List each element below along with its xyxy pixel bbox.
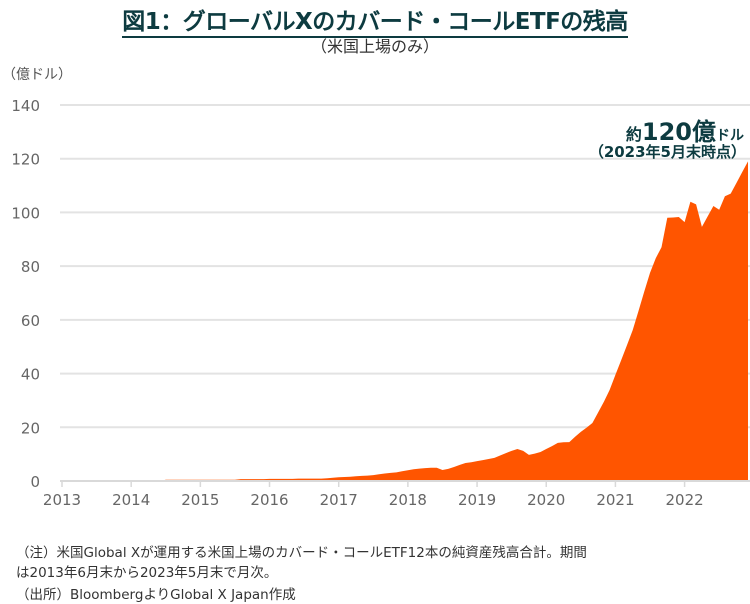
- x-axis: 2013 2014 2015 2016 2017 2018 2019 2020 2021 2022: [43, 480, 750, 509]
- x-tick-label: 2014: [112, 491, 150, 509]
- footnote-line-2: は2013年6月末から2023年5月末で月次。: [16, 565, 278, 581]
- latest-value-annotation: 約120億ドル: [626, 112, 744, 147]
- source-note: （出所）BloombergよりGlobal X Japan作成: [16, 587, 296, 603]
- annotation-value: 120億: [641, 118, 716, 146]
- chart-title-text: 図1：グローバルXのカバード・コールETFの残高: [122, 9, 628, 38]
- x-tick-label: 2013: [43, 491, 81, 509]
- area-series: [62, 161, 748, 481]
- annotation-date: （2023年5月末時点）: [588, 143, 746, 161]
- y-axis-ticks: 0 20 40 60 80 100 120 140: [11, 97, 40, 491]
- grid-lines: [60, 104, 750, 429]
- x-tick-label: 2022: [665, 491, 703, 509]
- x-tick-label: 2015: [181, 491, 219, 509]
- y-tick-label: 60: [21, 312, 40, 330]
- footnote-line-1: （注）米国Global Xが運用する米国上場のカバード・コールETF12本の純資…: [16, 545, 587, 561]
- y-tick-label: 100: [11, 204, 40, 222]
- chart-subtitle: （米国上場のみ）: [310, 37, 439, 56]
- annotation-unit: ドル: [716, 128, 744, 144]
- y-tick-label: 120: [11, 151, 40, 169]
- y-axis-unit-label: （億ドル）: [2, 67, 72, 83]
- y-tick-label: 20: [21, 419, 40, 437]
- balance-area: [62, 161, 748, 481]
- y-tick-label: 40: [21, 366, 40, 384]
- x-tick-label: 2018: [389, 491, 427, 509]
- x-tick-label: 2021: [596, 491, 634, 509]
- x-tick-label: 2019: [458, 491, 496, 509]
- y-tick-label: 0: [30, 473, 40, 491]
- y-tick-label: 80: [21, 258, 40, 276]
- y-tick-label: 140: [11, 97, 40, 115]
- x-tick-label: 2020: [527, 491, 565, 509]
- annotation-prefix: 約: [625, 125, 642, 144]
- x-tick-label: 2016: [250, 491, 288, 509]
- chart-title: 図1：グローバルXのカバード・コールETFの残高: [0, 2, 750, 38]
- x-tick-label: 2017: [320, 491, 358, 509]
